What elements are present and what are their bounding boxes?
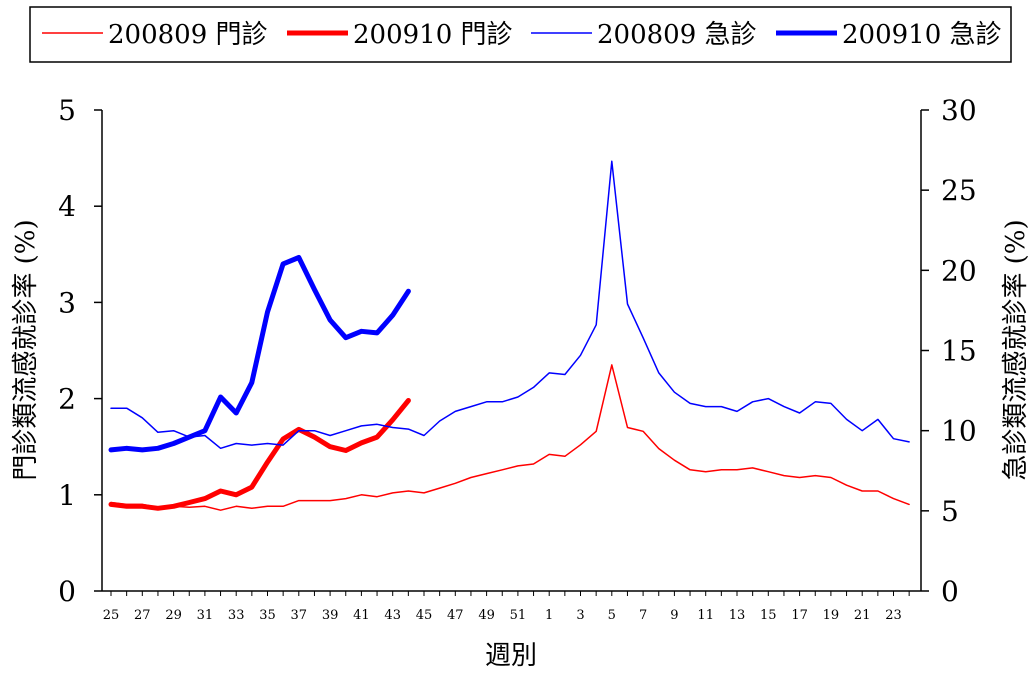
legend-frame	[29, 6, 1012, 63]
x-tick-label: 49	[478, 608, 495, 623]
x-ticks: 25 27 29 31 33 35 37 39 41 43 45 47 49 51 1 3 5 7 9 11 13 15 1…	[103, 591, 910, 623]
left-y-tick-label: 3	[58, 286, 76, 319]
x-axis-title: 週別	[485, 641, 537, 671]
x-tick-label: 7	[639, 608, 647, 623]
right-y-tick-label: 20	[941, 254, 977, 287]
right-y-tick-label: 15	[941, 335, 977, 368]
right-y-tick-label: 25	[941, 174, 977, 207]
right-y-tick-label: 5	[941, 495, 959, 528]
x-tick-label: 39	[322, 608, 339, 623]
left-y-tick-label: 1	[58, 479, 76, 512]
x-tick-label: 21	[854, 608, 871, 623]
axes	[101, 110, 922, 592]
left-y-tick-label: 2	[58, 383, 76, 416]
x-tick-label: 33	[228, 608, 245, 623]
series-line-3	[108, 255, 411, 453]
right-y-tick-label: 30	[941, 94, 977, 127]
x-tick-label: 45	[416, 608, 433, 623]
right-y-tick-label: 10	[941, 415, 977, 448]
left-y-tick-label: 0	[58, 575, 76, 608]
right-y-ticks: 0 5 10 15 20 25 30	[921, 94, 977, 608]
legend-label-200910-emergency: 200910 急診	[842, 20, 1002, 50]
series-layer	[108, 160, 910, 511]
x-tick-label: 11	[697, 608, 714, 623]
x-tick-label: 3	[576, 608, 584, 623]
x-tick-label: 51	[510, 608, 527, 623]
x-tick-label: 35	[259, 608, 276, 623]
x-tick-label: 27	[134, 608, 151, 623]
x-tick-label: 9	[670, 608, 678, 623]
x-tick-label: 19	[823, 608, 840, 623]
x-tick-label: 41	[353, 608, 370, 623]
legend-label-200910-outpatient: 200910 門診	[353, 20, 513, 50]
legend-label-200809-emergency: 200809 急診	[597, 20, 757, 50]
x-tick-label: 1	[545, 608, 553, 623]
left-y-tick-label: 4	[58, 190, 76, 223]
x-tick-label: 5	[608, 608, 616, 623]
left-y-axis-title: 門診類流感就診率 (%)	[11, 219, 41, 480]
x-tick-label: 31	[197, 608, 214, 623]
legend-label-200809-outpatient: 200809 門診	[108, 20, 268, 50]
right-y-axis-title: 急診類流感就診率 (%)	[1001, 219, 1031, 480]
legend: 200809 門診 200910 門診 200809 急診 200910 急診	[29, 6, 1012, 63]
right-y-tick-label: 0	[941, 575, 959, 608]
x-tick-label: 13	[729, 608, 746, 623]
x-tick-label: 23	[885, 608, 902, 623]
left-y-ticks: 0 1 2 3 4 5	[58, 94, 102, 608]
left-y-tick-label: 5	[58, 94, 76, 127]
series-line-1	[108, 398, 411, 511]
x-tick-label: 25	[103, 608, 120, 623]
x-tick-label: 47	[447, 608, 464, 623]
x-tick-label: 29	[165, 608, 182, 623]
series-line-0	[110, 364, 910, 511]
x-tick-label: 17	[791, 608, 808, 623]
x-tick-label: 37	[291, 608, 308, 623]
x-tick-label: 15	[760, 608, 777, 623]
series-line-2	[110, 160, 910, 450]
x-tick-label: 43	[384, 608, 401, 623]
